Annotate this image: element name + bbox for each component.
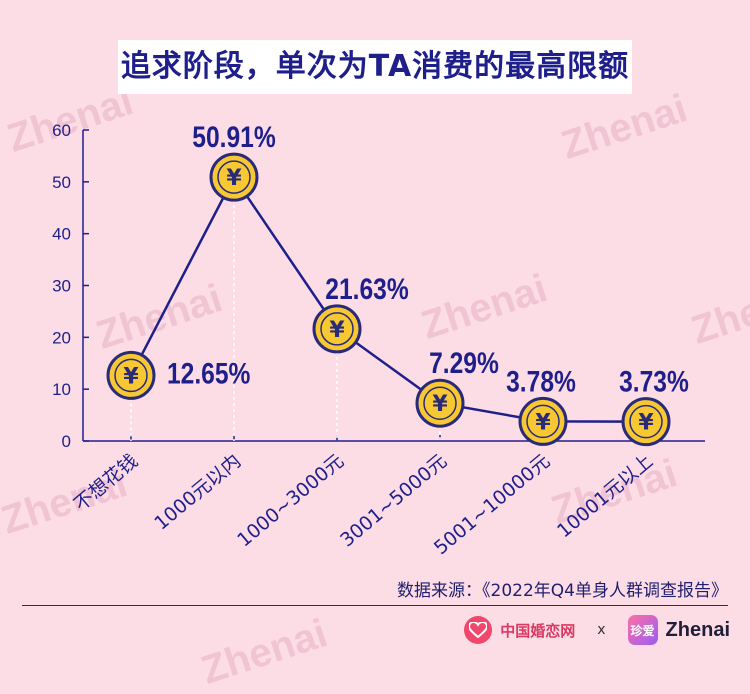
y-tick-label: 0 — [62, 432, 71, 451]
data-label: 3.78% — [506, 364, 576, 398]
yen-icon: ¥ — [329, 318, 345, 343]
brand-separator: x — [597, 622, 606, 638]
data-label: 50.91% — [192, 120, 275, 154]
watermark: Zhenai — [196, 611, 333, 693]
data-label: 7.29% — [429, 346, 499, 380]
zhenai-logo-icon: 珍爱 — [627, 615, 658, 645]
y-tick-label: 10 — [52, 380, 71, 399]
divider — [22, 605, 728, 606]
brand-name-1: 中国婚恋网 — [500, 621, 576, 640]
brand-name-2: Zhenai — [665, 618, 730, 641]
yen-icon: ¥ — [226, 166, 242, 191]
y-tick-label: 60 — [52, 121, 71, 140]
yen-icon: ¥ — [432, 392, 448, 417]
y-tick-label: 50 — [52, 173, 71, 192]
chart-title: 追求阶段，单次为TA消费的最高限额 — [118, 40, 632, 94]
y-tick-label: 40 — [52, 225, 71, 244]
coin-inner-ring — [526, 404, 560, 439]
footer-brands: 中国婚恋网 x 珍爱 Zhenai — [464, 612, 730, 648]
coin-inner-ring — [320, 312, 354, 346]
data-label: 21.63% — [325, 272, 408, 306]
heart-icon — [469, 622, 488, 638]
x-tick-label: 1000~3000元 — [233, 450, 348, 551]
x-tick-label: 不想花钱 — [70, 450, 142, 516]
yen-icon: ¥ — [123, 364, 139, 389]
data-label: 12.65% — [167, 356, 250, 390]
x-tick-label: 3001~5000元 — [336, 450, 451, 551]
coin-inner-ring — [114, 358, 148, 393]
y-tick-label: 30 — [52, 277, 71, 296]
coin-inner-ring — [629, 404, 663, 439]
coin-inner-ring — [423, 386, 457, 420]
yen-icon: ¥ — [638, 411, 654, 436]
x-tick-label: 1000元以内 — [150, 450, 245, 535]
data-source: 数据来源：《2022年Q4单身人群调查报告》 — [397, 581, 728, 601]
coin-inner-ring — [217, 160, 251, 194]
y-tick-label: 20 — [52, 328, 71, 347]
data-label: 3.73% — [619, 364, 689, 398]
heart-logo-icon — [464, 616, 493, 644]
line-chart: 0 10 20 30 40 50 60 ¥ 12.65% ¥50.91% ¥21.63% ¥7.29%… — [52, 120, 705, 559]
yen-icon: ¥ — [535, 410, 551, 435]
x-tick-label: 10001元以上 — [553, 450, 657, 542]
